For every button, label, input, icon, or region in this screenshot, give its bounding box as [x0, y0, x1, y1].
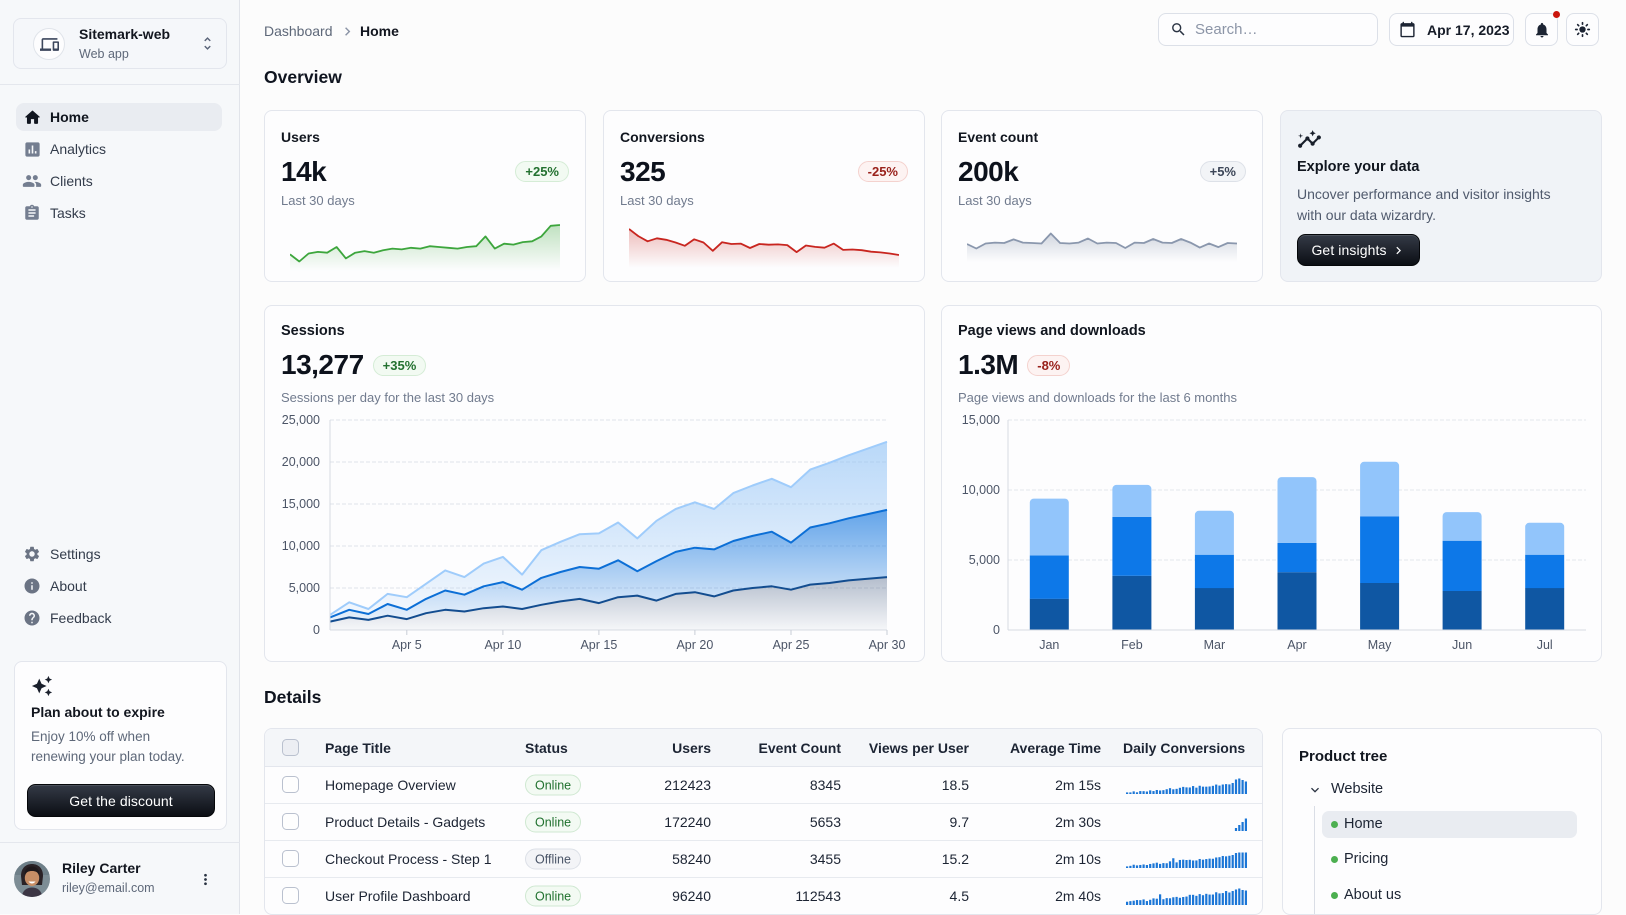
svg-text:10,000: 10,000: [282, 539, 320, 553]
svg-text:Apr 5: Apr 5: [392, 638, 422, 652]
svg-text:5,000: 5,000: [969, 553, 1000, 567]
svg-text:Jun: Jun: [1452, 638, 1472, 652]
svg-text:20,000: 20,000: [282, 455, 320, 469]
svg-text:Jul: Jul: [1537, 638, 1553, 652]
svg-text:0: 0: [993, 623, 1000, 637]
svg-text:10,000: 10,000: [962, 483, 1000, 497]
svg-text:Apr 20: Apr 20: [676, 638, 713, 652]
svg-text:Feb: Feb: [1121, 638, 1143, 652]
svg-text:0: 0: [313, 623, 320, 637]
svg-text:Mar: Mar: [1204, 638, 1226, 652]
svg-text:Jan: Jan: [1039, 638, 1059, 652]
svg-text:Apr 15: Apr 15: [580, 638, 617, 652]
svg-text:Apr 25: Apr 25: [773, 638, 810, 652]
svg-text:Apr 10: Apr 10: [484, 638, 521, 652]
svg-text:5,000: 5,000: [289, 581, 320, 595]
svg-text:May: May: [1368, 638, 1392, 652]
svg-text:15,000: 15,000: [282, 497, 320, 511]
svg-text:25,000: 25,000: [282, 413, 320, 427]
svg-text:15,000: 15,000: [962, 413, 1000, 427]
svg-text:Apr 30: Apr 30: [869, 638, 906, 652]
svg-text:Apr: Apr: [1287, 638, 1306, 652]
